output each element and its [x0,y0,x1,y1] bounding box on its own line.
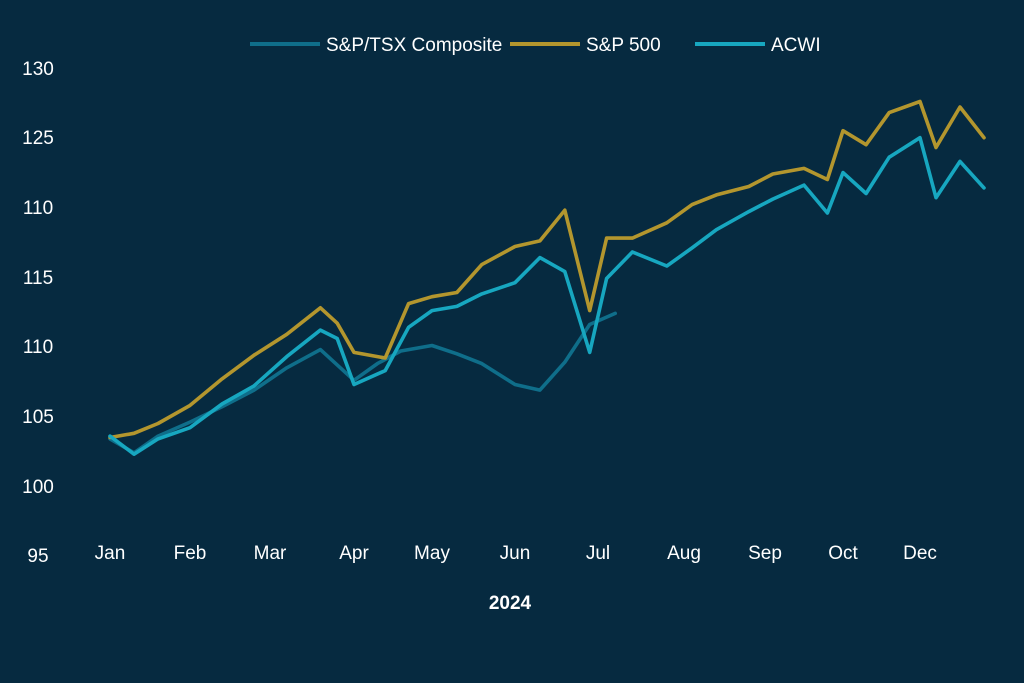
y-tick-label: 105 [22,407,54,428]
y-tick-label: 110 [23,337,53,358]
legend-label-acwi: ACWI [771,35,821,56]
x-tick-label-may: May [414,543,450,564]
x-tick-label-oct: Oct [828,543,858,564]
x-tick-label-aug: Aug [667,543,701,564]
x-tick-label-mar: Mar [254,543,287,564]
y-tick-label: 95 [27,546,48,567]
x-tick-label-dec: Dec [903,543,937,564]
y-tick-label: 100 [22,477,54,498]
series-line-s-p-tsx-composite [108,311,618,455]
x-tick-label-apr: Apr [339,543,369,564]
legend-label-sp-500: S&P 500 [586,35,661,56]
y-tick-label: 110 [23,198,53,219]
series-line-s-p-500 [108,99,986,440]
x-tick-label-jan: Jan [95,543,126,564]
series-lines [108,99,986,457]
x-tick-label-jul: Jul [586,543,610,564]
chart-legend: S&P/TSX Composite S&P 500 ACWI [250,35,821,56]
y-axis-ticks: 130 125 110 115 110 105 100 95 [22,59,54,567]
y-tick-label: 125 [22,128,54,149]
series-line-acwi [108,135,986,457]
x-axis-title: 2024 [489,593,532,614]
x-axis-ticks: Jan Feb Mar Apr May Jun Jul Aug Sep Oct Dec [95,543,937,564]
legend-label-sp-tsx-composite: S&P/TSX Composite [326,35,502,56]
y-tick-label: 130 [22,59,54,80]
y-tick-label: 115 [23,268,53,289]
x-tick-label-jun: Jun [500,543,531,564]
x-tick-label-sep: Sep [748,543,782,564]
x-tick-label-feb: Feb [174,543,207,564]
